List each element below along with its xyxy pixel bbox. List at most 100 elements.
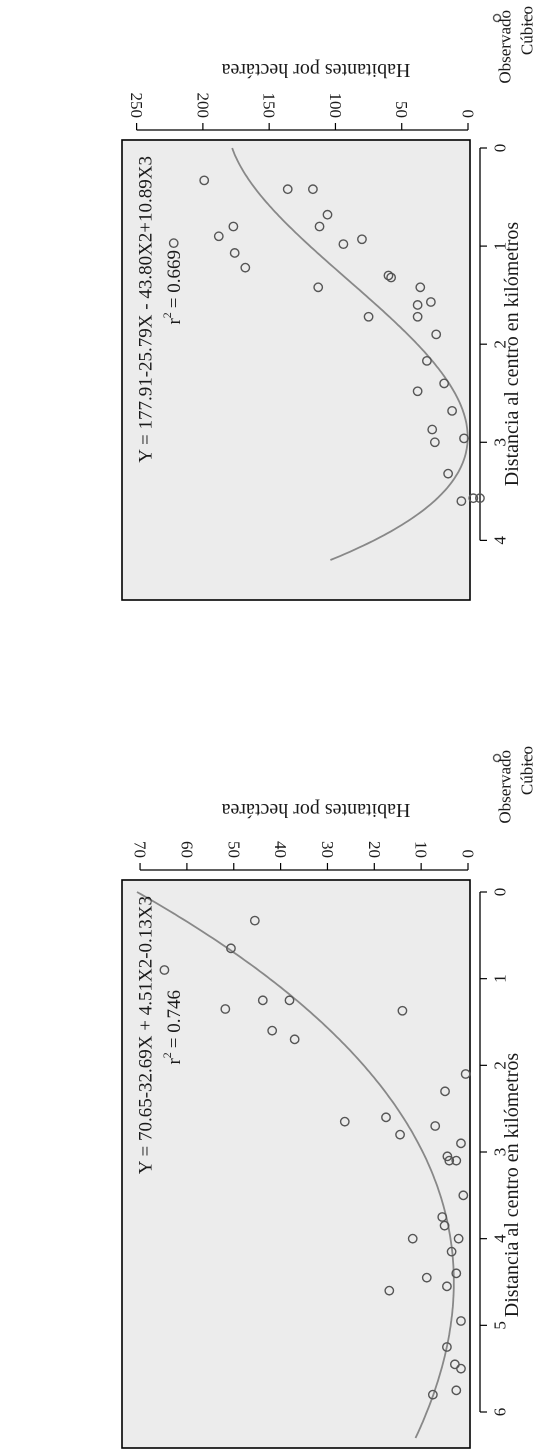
observed-point — [439, 1220, 450, 1231]
observed-point — [468, 493, 479, 504]
observed-point — [412, 311, 423, 322]
y-tick-label: 100 — [326, 93, 345, 119]
observed-point — [249, 915, 260, 926]
chart-cubic-fit-right: 0 50 100 150 200 250 0 1 2 3 4 Distancia al centro … — [121, 6, 537, 601]
y-axis-title: Habitantes por hectárea — [221, 59, 410, 81]
observed-point — [395, 1129, 405, 1140]
equation-label: Y = 70.65-32.69X + 4.51X2-0.13X3 — [136, 896, 157, 1174]
y-tick-label: 0 — [459, 850, 478, 859]
chart-cubic-fit-left: 0 10 20 30 40 50 60 70 0 1 2 3 4 5 6 Distancia al centr… — [121, 746, 537, 1449]
r-squared-exponent: 2 — [160, 312, 174, 318]
x-tick-label: 4 — [491, 1234, 510, 1243]
observed-point — [430, 1121, 441, 1131]
y-tick-label: 20 — [365, 841, 384, 858]
x-tick-label: 4 — [491, 536, 510, 545]
observed-point — [322, 209, 333, 220]
observed-point — [220, 1004, 231, 1014]
observed-point — [338, 239, 349, 250]
observed-point — [314, 221, 325, 232]
observed-point — [444, 1155, 455, 1166]
observed-point — [451, 1385, 462, 1396]
observed-point — [442, 1342, 452, 1352]
observed-point — [282, 184, 293, 195]
observed-point — [453, 1233, 464, 1244]
observed-point — [439, 378, 450, 389]
y-tick-label: 50 — [224, 841, 243, 858]
equation-label: Y = 177.91-25.79X - 43.80X2+10.89X3 — [136, 156, 157, 463]
observed-point — [447, 405, 457, 416]
observed-point — [437, 1212, 448, 1222]
y-tick-label: 150 — [260, 93, 279, 119]
observed-point — [339, 1116, 350, 1127]
x-tick-label: 2 — [491, 1061, 510, 1070]
observed-point — [431, 329, 442, 340]
plot-frame — [121, 879, 471, 1449]
observed-point — [443, 468, 454, 479]
legend-fitted-label: Cúbico — [518, 746, 537, 795]
observed-point — [213, 231, 224, 242]
observed-point — [456, 1138, 466, 1149]
legend-fitted-label: Cúbico — [518, 6, 537, 55]
observed-point — [363, 311, 374, 322]
observed-point — [412, 386, 423, 397]
legend-observed-marker — [492, 13, 502, 23]
x-tick-label: 1 — [491, 974, 510, 983]
r-squared-label: r2 = 0.669 — [160, 250, 185, 325]
observed-point — [425, 297, 436, 307]
r-squared-exponent: 2 — [160, 1052, 174, 1058]
x-tick-label: 6 — [491, 1408, 510, 1417]
observed-point — [421, 1272, 432, 1283]
observed-point — [415, 282, 426, 293]
y-tick-label: 30 — [318, 841, 337, 858]
cubic-fit-curve — [136, 891, 455, 1439]
observed-point — [357, 234, 367, 245]
x-tick-label: 1 — [491, 242, 510, 251]
observed-point — [460, 1069, 471, 1079]
observed-point — [422, 355, 432, 366]
y-tick-label: 40 — [271, 841, 290, 858]
cubic-fit-curve — [231, 147, 469, 561]
observed-point — [451, 1155, 462, 1166]
observed-point — [427, 1389, 438, 1400]
y-tick-label: 200 — [193, 93, 212, 119]
observed-point — [459, 433, 469, 444]
observed-point — [257, 995, 268, 1006]
observed-point — [383, 270, 394, 281]
x-tick-label: 2 — [491, 340, 510, 349]
y-tick-label: 50 — [392, 101, 411, 118]
observed-point — [397, 1005, 408, 1016]
observed-point — [386, 272, 397, 283]
r-squared-value: = 0.746 — [164, 990, 185, 1048]
observed-point — [381, 1112, 391, 1123]
observed-point — [226, 943, 236, 954]
observed-point — [458, 1190, 469, 1201]
legend: Observado Cúbico — [492, 746, 537, 824]
x-axis-title: Distancia al centro en kilómetros — [501, 222, 523, 487]
observed-point — [228, 221, 239, 232]
y-tick-label: 250 — [127, 93, 146, 119]
observed-point — [456, 1363, 466, 1374]
legend-observed-label: Observado — [496, 10, 515, 84]
legend-observed-label: Observado — [496, 750, 515, 824]
x-tick-label: 3 — [491, 1148, 510, 1157]
observed-point — [427, 424, 438, 435]
observed-point — [451, 1268, 462, 1279]
observed-point — [442, 1151, 453, 1162]
y-tick-label: 0 — [459, 110, 478, 119]
observed-point — [159, 965, 170, 975]
y-axis-title: Habitantes por hectárea — [221, 799, 410, 821]
observed-point — [199, 175, 210, 186]
x-tick-label: 5 — [491, 1321, 510, 1330]
observed-point — [442, 1281, 452, 1292]
legend: Observado Cúbico — [492, 6, 537, 84]
observed-point — [456, 1316, 466, 1326]
observed-point — [384, 1285, 395, 1296]
observed-point — [429, 437, 440, 448]
observed-point — [289, 1034, 300, 1045]
observed-point — [284, 995, 295, 1006]
y-tick-label: 70 — [131, 841, 150, 858]
x-axis-title: Distancia al centro en kilómetros — [501, 1053, 523, 1318]
y-tick-label: 60 — [177, 841, 196, 858]
r-squared-label: r2 = 0.746 — [160, 990, 185, 1065]
